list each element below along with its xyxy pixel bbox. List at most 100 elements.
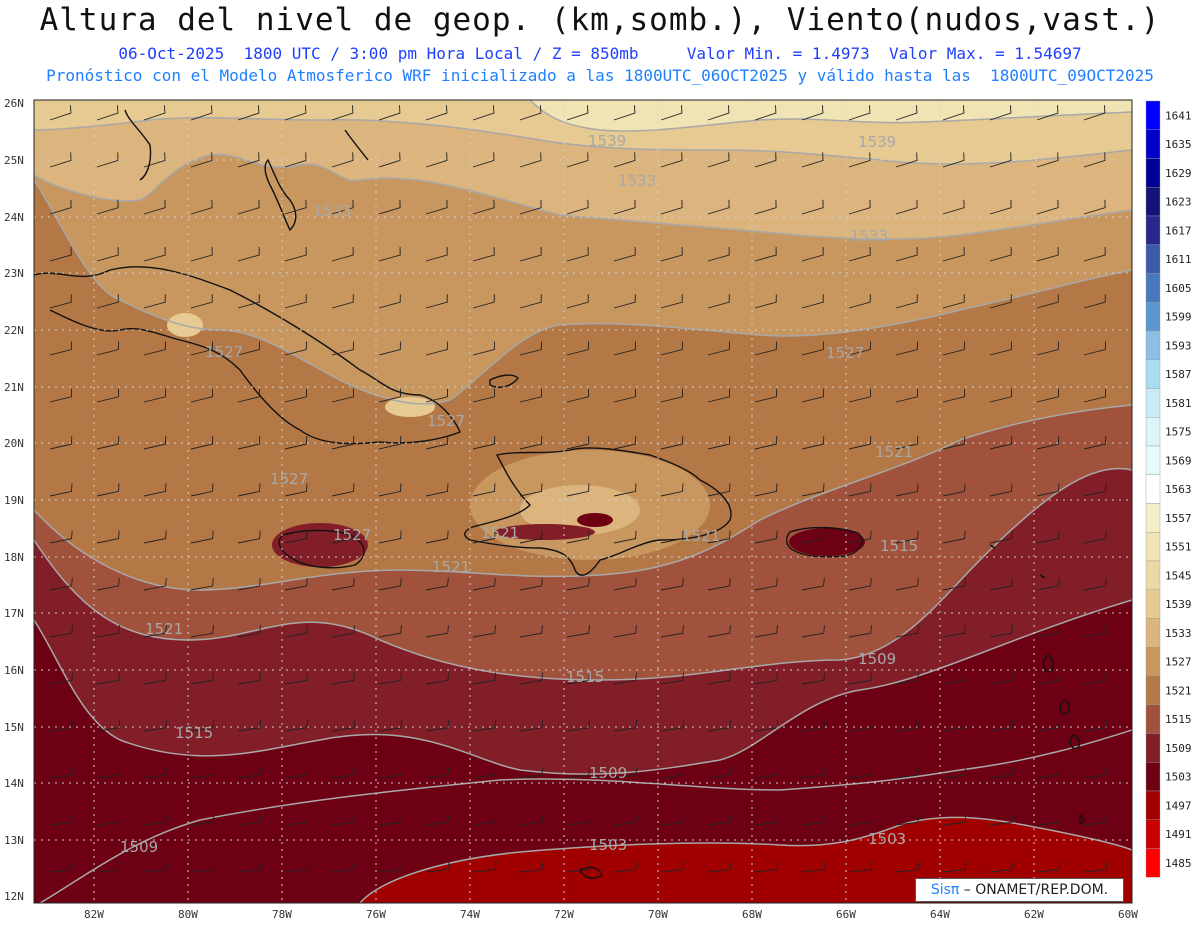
colorbar-swatch — [1145, 618, 1161, 648]
wind-barb — [660, 105, 683, 121]
wind-barb — [237, 577, 261, 591]
lat-label: 22N — [4, 324, 24, 337]
wind-barb — [942, 152, 965, 168]
wind-barb — [284, 672, 309, 685]
wind-barb — [1083, 388, 1107, 403]
wind-barb — [143, 672, 168, 685]
wind-barb — [378, 577, 402, 591]
colorbar-swatch — [1145, 532, 1161, 562]
wind-barb — [942, 767, 967, 779]
wind-barb — [49, 294, 72, 309]
colorbar-label: 1605 — [1165, 282, 1192, 295]
wind-barb — [989, 767, 1014, 779]
wind-barb — [284, 814, 309, 826]
contour-label: 1509 — [120, 838, 158, 856]
wind-barb — [190, 719, 215, 732]
wind-barb — [707, 861, 732, 873]
lat-label: 16N — [4, 664, 24, 677]
wind-barb — [801, 436, 825, 450]
colorbar-label: 1533 — [1165, 627, 1192, 640]
wind-barb — [1036, 861, 1061, 873]
lat-label: 23N — [4, 267, 24, 280]
wind-barb — [707, 199, 730, 215]
lon-label: 68W — [742, 908, 762, 921]
lat-label: 13N — [4, 834, 24, 847]
colorbar-swatch — [1145, 302, 1161, 332]
wind-barb — [942, 530, 966, 544]
wind-barb — [49, 246, 72, 262]
wind-barb — [801, 814, 826, 826]
wind-barb — [425, 767, 450, 779]
wind-barb — [472, 861, 497, 873]
wind-barb — [613, 577, 637, 591]
wind-barb — [519, 246, 542, 262]
wind-barb — [190, 483, 214, 497]
wind-barb — [331, 199, 354, 215]
colorbar-swatch — [1145, 589, 1161, 619]
wind-barb — [1083, 246, 1106, 262]
wind-barb — [566, 530, 590, 544]
contour-label: 1521 — [875, 443, 913, 461]
wind-barb — [378, 814, 403, 826]
wind-barb — [1083, 672, 1108, 685]
wind-barb — [801, 861, 826, 873]
wind-barb — [1036, 105, 1059, 121]
wind-barb — [472, 625, 496, 638]
wind-barb — [143, 199, 166, 215]
wind-barb — [801, 294, 824, 309]
wind-barb — [49, 388, 73, 403]
wind-barb — [237, 719, 262, 732]
wind-barb — [143, 105, 166, 121]
wind-barb — [1083, 294, 1106, 309]
wind-barb — [895, 294, 918, 309]
wind-barb — [378, 719, 403, 732]
wind-barb — [895, 530, 919, 544]
wind-barb — [660, 625, 684, 638]
wind-barb — [660, 814, 685, 826]
wind-barb — [378, 625, 402, 638]
contour-label: 1503 — [868, 830, 906, 848]
wind-barb — [472, 246, 495, 262]
wind-barb — [519, 483, 543, 497]
credit-text: – ONAMET/REP.DOM. — [959, 882, 1109, 898]
wind-barb — [425, 436, 449, 450]
wind-barb — [801, 152, 824, 168]
wind-barb — [707, 625, 731, 638]
wind-barb — [331, 530, 355, 544]
wind-barb — [566, 105, 589, 121]
wind-barb — [378, 861, 403, 873]
wind-barb — [49, 341, 72, 356]
wind-barb — [1083, 814, 1108, 826]
wind-barb — [143, 530, 167, 544]
colorbar-swatch — [1145, 503, 1161, 533]
wind-barb — [566, 483, 590, 497]
coastlines — [34, 109, 1085, 879]
wind-barb — [425, 483, 449, 497]
wind-barb — [425, 814, 450, 826]
wind-barb — [331, 246, 354, 262]
wind-barb — [284, 530, 308, 544]
wind-barb — [989, 388, 1013, 403]
wind-barb — [237, 388, 261, 403]
lat-label: 12N — [4, 890, 24, 903]
wind-barb — [331, 483, 355, 497]
wind-barb — [425, 719, 450, 732]
wind-barb — [49, 672, 74, 685]
wind-barb — [848, 294, 871, 309]
wind-barb — [284, 577, 308, 591]
wind-barb — [237, 436, 261, 450]
wind-barb — [801, 577, 825, 591]
wind-barb — [942, 388, 966, 403]
contour-label: 1533 — [313, 202, 351, 220]
wind-barb — [566, 294, 589, 309]
wind-barb — [942, 436, 966, 450]
wind-barb — [284, 294, 307, 309]
wind-barb — [942, 341, 965, 356]
wind-barb — [754, 814, 779, 826]
wind-barb — [472, 105, 495, 121]
wind-barb — [801, 341, 824, 356]
wind-barb — [989, 672, 1014, 685]
wind-barb — [425, 861, 450, 873]
wind-barb — [378, 341, 401, 356]
wind-barb — [331, 294, 354, 309]
